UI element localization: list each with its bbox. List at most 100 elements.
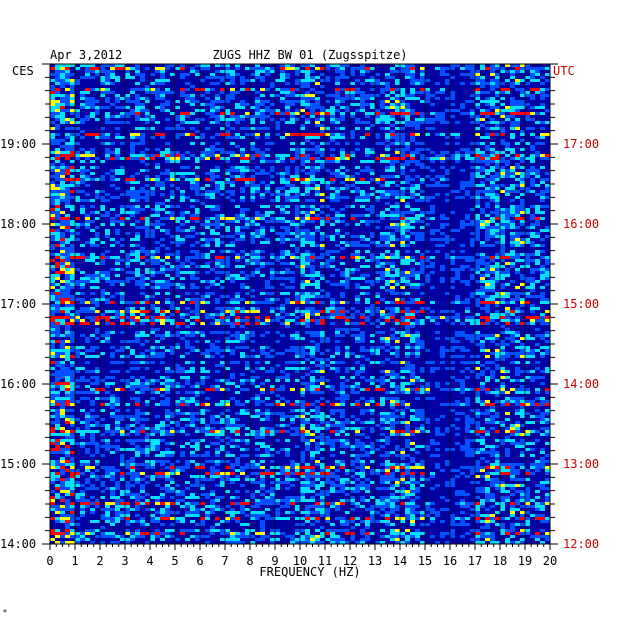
heatmap-cell [490, 67, 495, 70]
heatmap-cell [165, 205, 170, 208]
heatmap-cell [330, 121, 335, 124]
heatmap-cell [260, 205, 265, 208]
heatmap-cell [175, 367, 180, 370]
heatmap-cell [355, 334, 360, 337]
heatmap-cell [440, 277, 445, 280]
heatmap-cell [390, 289, 395, 292]
heatmap-cell [495, 343, 500, 346]
heatmap-cell [65, 79, 70, 82]
heatmap-cell [415, 199, 420, 202]
heatmap-cell [185, 376, 190, 379]
heatmap-cell [190, 181, 195, 184]
heatmap-cell [475, 322, 480, 325]
heatmap-cell [275, 199, 280, 202]
heatmap-cell [380, 91, 385, 94]
heatmap-cell [455, 277, 460, 280]
heatmap-cell [75, 217, 80, 220]
heatmap-cell [545, 178, 550, 181]
heatmap-cell [245, 301, 250, 304]
heatmap-cell [130, 307, 135, 310]
heatmap-cell [245, 160, 250, 163]
heatmap-cell [525, 103, 530, 106]
heatmap-cell [190, 277, 195, 280]
heatmap-cell [380, 211, 385, 214]
heatmap-cell [50, 265, 55, 268]
heatmap-cell [200, 118, 205, 121]
heatmap-cell [520, 100, 525, 103]
heatmap-cell [140, 208, 145, 211]
heatmap-cell [140, 361, 145, 364]
heatmap-cell [335, 331, 340, 334]
heatmap-cell [200, 352, 205, 355]
heatmap-cell [340, 256, 345, 259]
heatmap-cell [495, 121, 500, 124]
heatmap-cell [530, 214, 535, 217]
heatmap-cell [95, 256, 100, 259]
heatmap-cell [350, 244, 355, 247]
heatmap-cell [120, 298, 125, 301]
heatmap-cell [165, 127, 170, 130]
heatmap-cell [325, 250, 330, 253]
heatmap-cell [500, 172, 505, 175]
heatmap-cell [70, 100, 75, 103]
heatmap-cell [315, 214, 320, 217]
heatmap-cell [175, 271, 180, 274]
heatmap-cell [160, 223, 165, 226]
heatmap-cell [370, 322, 375, 325]
heatmap-cell [295, 361, 300, 364]
heatmap-cell [110, 352, 115, 355]
heatmap-cell [330, 298, 335, 301]
heatmap-cell [490, 127, 495, 130]
heatmap-cell [100, 295, 105, 298]
heatmap-cell [55, 94, 60, 97]
heatmap-cell [145, 268, 150, 271]
heatmap-cell [485, 319, 490, 322]
heatmap-cell [395, 346, 400, 349]
heatmap-cell [440, 166, 445, 169]
heatmap-cell [60, 319, 65, 322]
heatmap-cell [455, 340, 460, 343]
heatmap-cell [190, 250, 195, 253]
heatmap-cell [415, 133, 420, 136]
heatmap-cell [465, 217, 470, 220]
heatmap-cell [150, 304, 155, 307]
heatmap-cell [70, 295, 75, 298]
heatmap-cell [165, 217, 170, 220]
heatmap-cell [515, 253, 520, 256]
heatmap-cell [70, 313, 75, 316]
heatmap-cell [540, 313, 545, 316]
heatmap-cell [130, 187, 135, 190]
heatmap-cell [130, 367, 135, 370]
heatmap-cell [295, 154, 300, 157]
heatmap-cell [540, 244, 545, 247]
heatmap-cell [490, 373, 495, 376]
heatmap-cell [410, 193, 415, 196]
heatmap-cell [470, 181, 475, 184]
heatmap-cell [295, 301, 300, 304]
heatmap-cell [430, 196, 435, 199]
heatmap-cell [500, 91, 505, 94]
heatmap-cell [335, 346, 340, 349]
heatmap-cell [230, 112, 235, 115]
heatmap-cell [440, 268, 445, 271]
heatmap-cell [495, 277, 500, 280]
heatmap-cell [80, 286, 85, 289]
heatmap-cell [440, 121, 445, 124]
heatmap-cell [115, 121, 120, 124]
heatmap-cell [225, 190, 230, 193]
heatmap-cell [135, 70, 140, 73]
heatmap-cell [185, 346, 190, 349]
heatmap-cell [165, 298, 170, 301]
heatmap-cell [90, 259, 95, 262]
heatmap-cell [530, 283, 535, 286]
heatmap-cell [255, 154, 260, 157]
heatmap-cell [145, 154, 150, 157]
heatmap-cell [270, 274, 275, 277]
heatmap-cell [480, 76, 485, 79]
heatmap-cell [275, 127, 280, 130]
heatmap-cell [280, 76, 285, 79]
heatmap-cell [120, 292, 125, 295]
heatmap-cell [350, 367, 355, 370]
heatmap-cell [270, 199, 275, 202]
heatmap-cell [130, 76, 135, 79]
